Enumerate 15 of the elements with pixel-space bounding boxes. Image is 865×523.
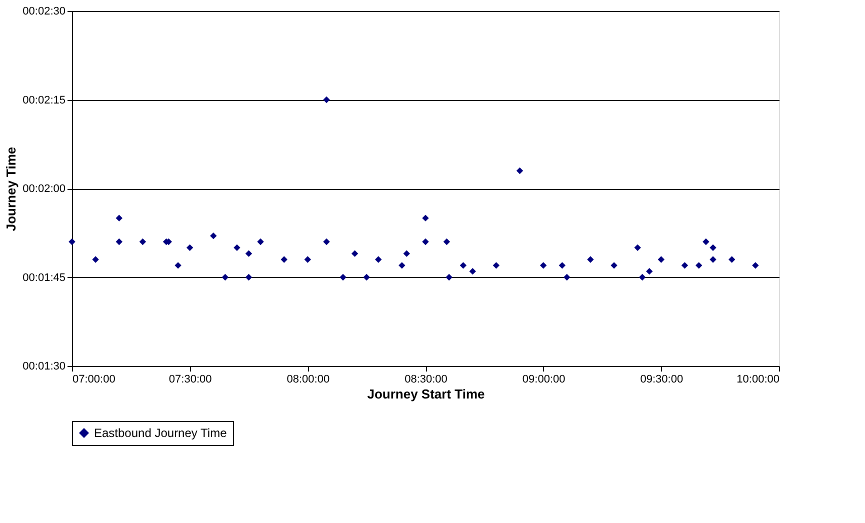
x-tick-label: 08:30:00 xyxy=(404,374,448,386)
x-axis-title: Journey Start Time xyxy=(367,386,485,402)
x-tick-label: 10:00:00 xyxy=(736,374,780,386)
x-tick-label: 09:30:00 xyxy=(640,374,684,386)
y-tick-label: 00:02:15 xyxy=(22,94,66,106)
y-tick-label: 00:01:45 xyxy=(22,272,66,284)
y-tick-label: 00:02:30 xyxy=(22,6,66,18)
x-tick-label: 08:00:00 xyxy=(286,374,330,386)
x-tick-label: 07:00:00 xyxy=(72,374,116,386)
y-axis-title: Journey Time xyxy=(4,146,19,232)
x-tick-label: 09:00:00 xyxy=(522,374,566,386)
x-tick-label: 07:30:00 xyxy=(168,374,212,386)
y-tick-label: 00:01:30 xyxy=(22,360,66,372)
legend-label: Eastbound Journey Time xyxy=(94,426,228,440)
y-tick-label: 00:02:00 xyxy=(22,183,66,195)
